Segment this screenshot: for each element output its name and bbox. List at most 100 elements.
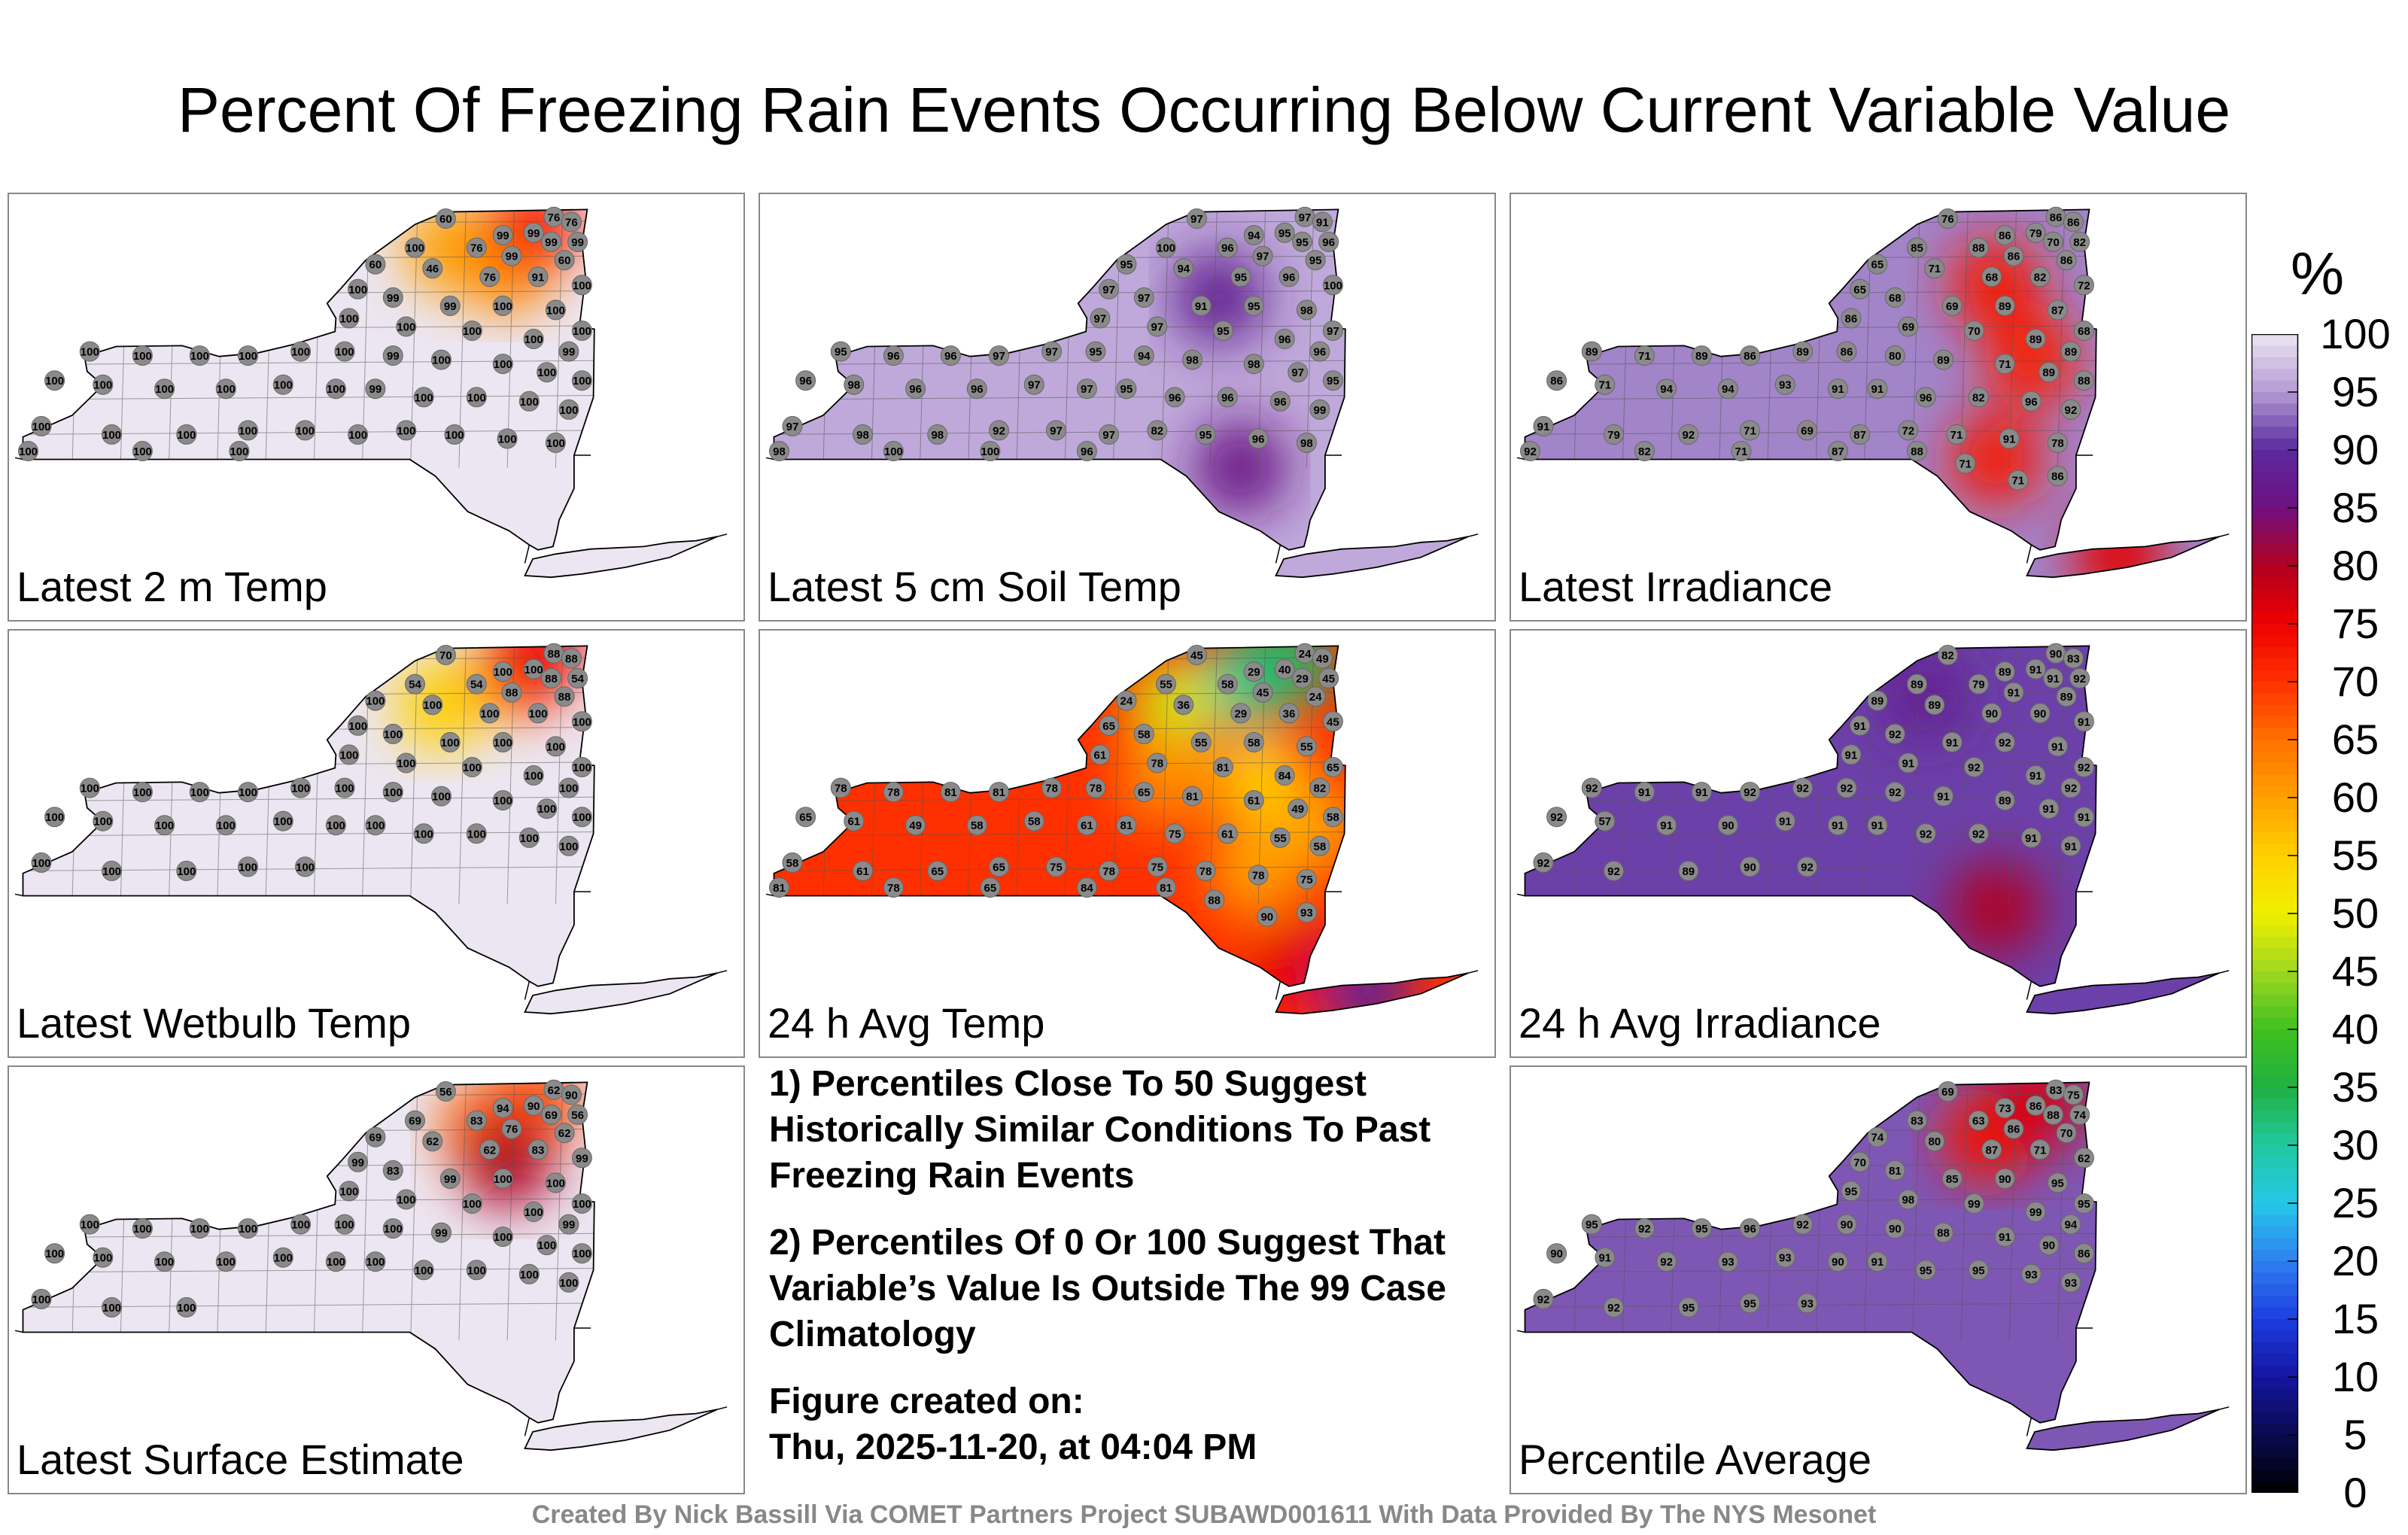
station-dot (2003, 245, 2024, 266)
station-dot (466, 823, 487, 844)
station-dot (405, 673, 425, 695)
station-value: 100 (524, 664, 543, 676)
colorbar-segment (2251, 1052, 2298, 1065)
station-dot (501, 682, 522, 703)
station-dot (1884, 782, 1905, 803)
station-dot (1994, 295, 2015, 316)
station-marker: 100 (558, 399, 579, 420)
station-value: 88 (2047, 1109, 2060, 1122)
station-dot (1867, 1126, 1888, 1147)
station-value: 100 (384, 728, 403, 741)
station-value: 60 (558, 254, 571, 267)
colorbar-tick-label: 85 (2331, 484, 2379, 531)
station-value: 58 (1314, 840, 1327, 853)
station-marker: 92 (1797, 856, 1817, 877)
station-marker: 100 (422, 695, 443, 716)
station-dot (1884, 1218, 1905, 1239)
station-marker: 100 (466, 387, 487, 408)
station-value: 58 (1138, 728, 1151, 741)
station-value: 100 (559, 404, 578, 417)
station-dot (1190, 295, 1212, 316)
station-marker: 65 (795, 807, 816, 828)
station-marker: 95 (1116, 378, 1137, 400)
station-dot (567, 1104, 588, 1125)
panel-latest-2m-temp: 60 76 76 99 99 99 99 100 76 99 60 60 46 76 91 100 100 99 9… (8, 193, 745, 622)
station-marker: 100 (382, 1218, 403, 1239)
station-value: 78 (887, 882, 900, 895)
station-marker: 71 (1731, 441, 1752, 461)
station-dot (1164, 823, 1185, 844)
station-dot (2069, 667, 2090, 688)
station-value: 100 (520, 832, 539, 845)
station-value: 92 (1796, 1219, 1809, 1232)
station-marker: 58 (1023, 810, 1044, 831)
station-value: 100 (348, 284, 367, 296)
station-value: 100 (494, 300, 512, 313)
station-dot (2003, 1118, 2024, 1139)
station-marker: 58 (1133, 723, 1154, 744)
boundary-stub (14, 893, 23, 897)
station-value: 94 (1138, 350, 1151, 363)
station-marker: 96 (795, 370, 816, 391)
station-dot (1836, 1214, 1857, 1235)
station-dot (382, 345, 403, 366)
station-dot (189, 345, 210, 366)
colorbar-segment (2251, 1388, 2298, 1401)
station-dot (492, 354, 513, 375)
station-marker: 71 (2029, 1139, 2051, 1160)
station-value: 95 (1920, 1264, 1932, 1277)
boundary-stub (409, 458, 436, 477)
colorbar-tick-label: 40 (2331, 1005, 2379, 1053)
station-dot (966, 815, 987, 836)
station-dot (1731, 441, 1752, 461)
station-marker: 95 (2047, 1172, 2068, 1193)
station-marker: 100 (523, 765, 544, 786)
station-value: 100 (524, 770, 543, 783)
station-value: 100 (190, 350, 209, 363)
colorbar-segment (2251, 438, 2298, 451)
station-marker: 24 (1305, 686, 1326, 707)
station-marker: 58 (1243, 731, 1264, 752)
station-dot (1691, 782, 1712, 803)
station-marker: 88 (541, 667, 561, 688)
station-value: 99 (563, 346, 576, 359)
station-marker: 91 (1827, 378, 1848, 400)
station-value: 68 (1985, 271, 1998, 284)
station-marker: 45 (1186, 645, 1207, 665)
station-value: 97 (1299, 211, 1312, 224)
station-value: 100 (45, 375, 64, 388)
station-value: 100 (348, 429, 367, 442)
station-value: 65 (799, 811, 812, 824)
station-marker: 94 (2060, 1214, 2081, 1235)
station-dot (189, 782, 210, 803)
station-value: 95 (2051, 1177, 2064, 1190)
colorbar-segment (2251, 774, 2298, 787)
station-value: 91 (2029, 664, 2042, 676)
station-value: 78 (835, 783, 847, 795)
station-dot (554, 250, 575, 271)
station-marker: 93 (1296, 902, 1317, 923)
station-dot (492, 295, 513, 316)
station-marker: 95 (2073, 1193, 2094, 1214)
station-value: 45 (1190, 649, 1203, 662)
station-marker: 100 (272, 374, 293, 395)
station-dot (1994, 225, 2015, 246)
station-dot (1634, 1218, 1655, 1239)
station-marker: 78 (1248, 865, 1269, 886)
station-dot (1915, 823, 1936, 844)
station-dot (883, 782, 904, 803)
station-marker: 100 (382, 723, 403, 744)
station-marker: 74 (1867, 1126, 1888, 1147)
station-marker: 88 (1968, 237, 1989, 258)
station-marker: 100 (93, 374, 114, 395)
station-marker: 90 (2045, 643, 2066, 664)
station-marker: 87 (1981, 1139, 2002, 1160)
station-value: 70 (1853, 1157, 1866, 1169)
station-dot (1604, 860, 1624, 881)
colorbar-tick-label: 25 (2331, 1179, 2379, 1226)
station-marker: 98 (1898, 1189, 1919, 1210)
station-dot (2008, 470, 2029, 491)
station-dot (1581, 777, 1602, 798)
station-marker: 65 (1099, 715, 1120, 736)
station-value: 83 (2067, 653, 2080, 666)
